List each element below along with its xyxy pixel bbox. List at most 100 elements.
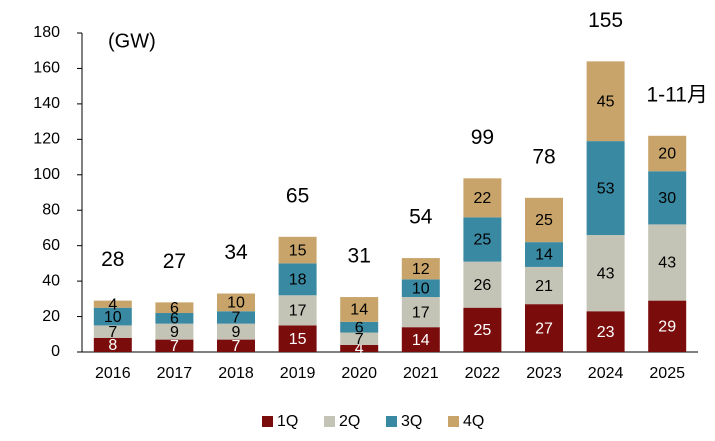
bar-segment: [93, 337, 132, 352]
bar-segment: [217, 339, 255, 352]
bar-segment: [340, 344, 379, 352]
data-label: 6: [170, 311, 179, 328]
data-label: 6: [170, 300, 179, 317]
total-label: 54: [409, 206, 433, 229]
bar-segment: [401, 297, 440, 328]
data-label: 17: [289, 303, 307, 320]
data-label: 17: [412, 304, 430, 321]
bar-segment: [401, 327, 440, 352]
bar-segment: [155, 302, 194, 314]
bar-segment: [93, 325, 132, 338]
data-label: 7: [170, 338, 179, 355]
bar-segment: [278, 263, 317, 296]
bar-segment: [278, 295, 317, 326]
bar-segment: [155, 339, 194, 352]
data-label: 14: [412, 332, 430, 349]
total-label: 78: [532, 145, 555, 168]
data-label: 6: [355, 319, 364, 336]
bar-segment: [463, 178, 502, 218]
x-tick-label: 2023: [526, 365, 562, 382]
legend-label: 2Q: [339, 413, 360, 430]
data-label: 26: [474, 277, 492, 294]
x-tick-label: 2021: [403, 365, 439, 382]
y-tick-label: 0: [51, 343, 60, 360]
total-label: 31: [348, 245, 371, 268]
bar-segment: [155, 323, 194, 340]
data-label: 10: [412, 280, 430, 297]
y-tick-label: 20: [42, 308, 60, 325]
data-label: 30: [658, 190, 676, 207]
data-label: 14: [350, 302, 368, 319]
legend-label: 4Q: [463, 413, 484, 430]
data-label: 10: [227, 295, 245, 312]
total-label: 155: [588, 9, 623, 32]
data-label: 27: [535, 320, 553, 337]
x-tick-label: 2025: [649, 365, 685, 382]
data-label: 15: [289, 242, 307, 259]
legend-swatch: [386, 416, 397, 427]
total-label: 28: [101, 248, 124, 271]
data-label: 15: [289, 331, 307, 348]
data-label: 25: [474, 322, 492, 339]
x-tick-label: 2016: [95, 365, 131, 382]
bar-segment: [586, 235, 625, 312]
x-tick-label: 2017: [157, 365, 193, 382]
bar-segment: [340, 321, 379, 333]
data-label: 53: [597, 180, 615, 197]
data-label: 7: [232, 338, 241, 355]
bar-segment: [586, 311, 625, 352]
x-tick-label: 2019: [280, 365, 316, 382]
data-label: 18: [289, 272, 307, 289]
y-tick-label: 40: [42, 272, 60, 289]
y-tick-label: 120: [33, 131, 60, 148]
data-label: 7: [355, 331, 364, 348]
bar-segment: [278, 236, 317, 264]
bar-segment: [586, 61, 625, 142]
y-tick-label: 160: [33, 60, 60, 77]
data-label: 20: [658, 146, 676, 163]
data-label: 29: [658, 319, 676, 336]
y-tick-label: 140: [33, 95, 60, 112]
bar-segment: [217, 323, 255, 340]
data-label: 43: [658, 255, 676, 272]
x-tick-label: 2020: [341, 365, 377, 382]
bar-segment: [401, 258, 440, 280]
data-label: 22: [474, 190, 492, 207]
data-label: 45: [597, 93, 615, 110]
total-label: 34: [224, 241, 248, 264]
bar-segment: [525, 197, 563, 243]
data-label: 12: [412, 261, 430, 278]
bar-segment: [463, 217, 502, 262]
bar-segment: [586, 141, 625, 236]
x-tick-label: 2018: [218, 365, 254, 382]
bar-segment: [93, 300, 132, 308]
bar-segment: [648, 171, 687, 225]
legend-label: 3Q: [401, 413, 422, 430]
bar-segment: [463, 307, 502, 352]
bar-segment: [648, 135, 687, 172]
x-tick-label: 2024: [588, 365, 624, 382]
data-label: 9: [232, 324, 241, 341]
legend-label: 1Q: [277, 413, 298, 430]
bar-segment: [340, 297, 379, 322]
data-label: 7: [232, 310, 241, 327]
bar-segment: [217, 311, 255, 324]
bar-segment: [648, 300, 687, 352]
bar-segment: [93, 307, 132, 326]
bar-segment: [217, 293, 255, 312]
legend-swatch: [262, 416, 273, 427]
legend-swatch: [448, 416, 459, 427]
bar-segment: [278, 325, 317, 352]
annotation: 1-11月: [646, 83, 707, 106]
data-label: 25: [474, 232, 492, 249]
y-tick-label: 180: [33, 24, 60, 41]
total-label: 65: [286, 184, 309, 207]
data-label: 10: [104, 309, 122, 326]
total-label: 99: [471, 126, 494, 149]
data-label: 14: [535, 247, 553, 264]
data-label: 4: [108, 296, 117, 313]
bar-segment: [340, 332, 379, 345]
data-label: 25: [535, 212, 553, 229]
bar-segment: [401, 279, 440, 298]
